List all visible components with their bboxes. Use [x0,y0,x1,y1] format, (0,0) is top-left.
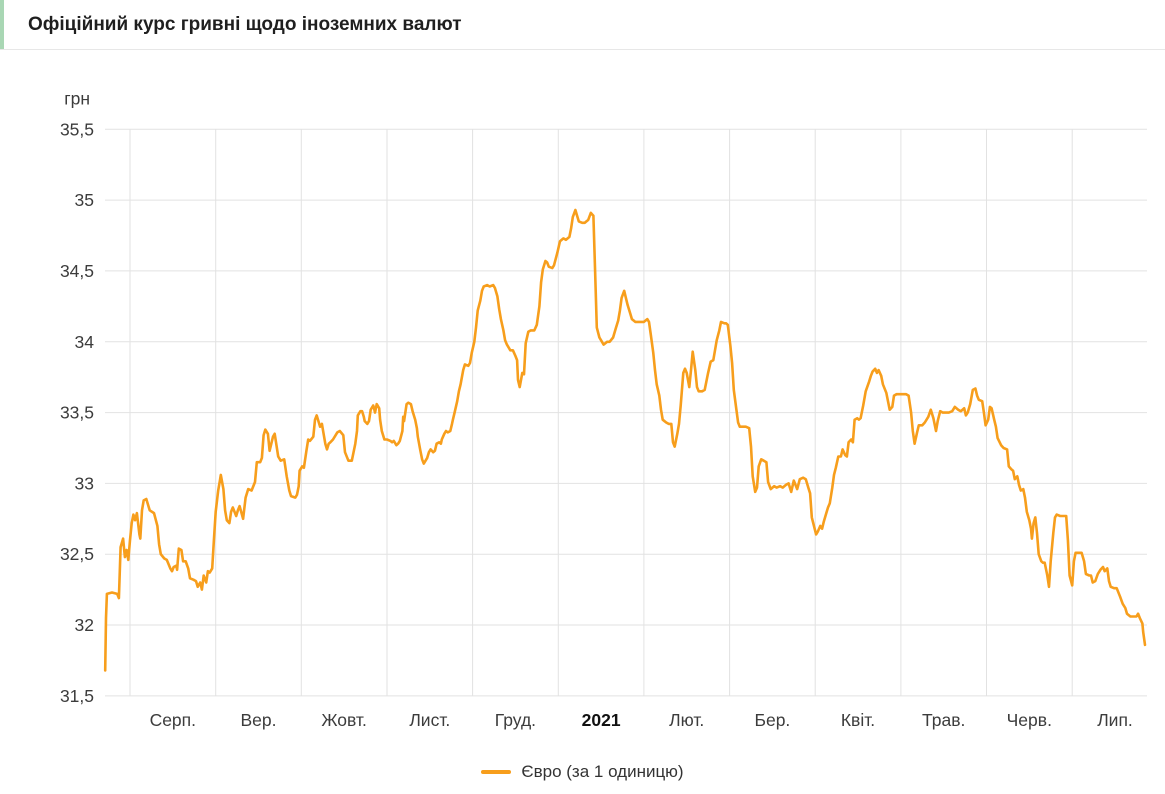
legend-label: Євро (за 1 одиницю) [521,762,684,781]
x-axis-labels: Серп. Вер. Жовт. Лист. Груд. 2021 Лют. Бер. Квіт… [150,710,1133,730]
y-tick-label: 33,5 [60,403,94,423]
y-axis-labels: 35,5 35 34,5 34 33,5 33 32,5 32 31,5 [60,119,94,706]
y-tick-label: 32 [75,615,94,635]
x-tick-label: Жовт. [321,710,367,730]
chart-legend[interactable]: Євро (за 1 одиницю) [0,750,1165,794]
y-tick-label: 34,5 [60,261,94,281]
x-tick-label: Лист. [409,710,450,730]
title-accent-bar [0,0,4,49]
y-axis-unit-label: грн [64,88,90,108]
x-tick-label: Груд. [495,710,536,730]
y-tick-label: 32,5 [60,544,94,564]
x-tick-label: Бер. [754,710,790,730]
x-tick-label: Серп. [150,710,196,730]
y-tick-label: 31,5 [60,686,94,706]
x-tick-label: Лип. [1097,710,1133,730]
x-tick-label: Квіт. [841,710,875,730]
chart-svg[interactable]: грн 35,5 35 34,5 34 33,5 33 32,5 32 31,5 Серп. Вер.… [0,50,1165,750]
y-tick-label: 33 [75,473,94,493]
y-tick-label: 35 [75,190,94,210]
x-tick-label: Вер. [241,710,277,730]
page-title: Офіційний курс гривні щодо іноземних вал… [28,13,462,35]
x-tick-label: Черв. [1007,710,1052,730]
x-tick-label: Трав. [922,710,965,730]
y-tick-label: 34 [75,332,95,352]
legend-line-swatch [481,770,512,774]
series-line-euro[interactable] [103,208,1147,672]
title-bar: Офіційний курс гривні щодо іноземних вал… [0,0,1165,50]
chart-area[interactable]: грн 35,5 35 34,5 34 33,5 33 32,5 32 31,5 Серп. Вер.… [0,50,1165,750]
y-tick-label: 35,5 [60,119,94,139]
x-tick-label: 2021 [582,710,621,730]
x-tick-label: Лют. [669,710,704,730]
grid-lines [105,128,1147,697]
